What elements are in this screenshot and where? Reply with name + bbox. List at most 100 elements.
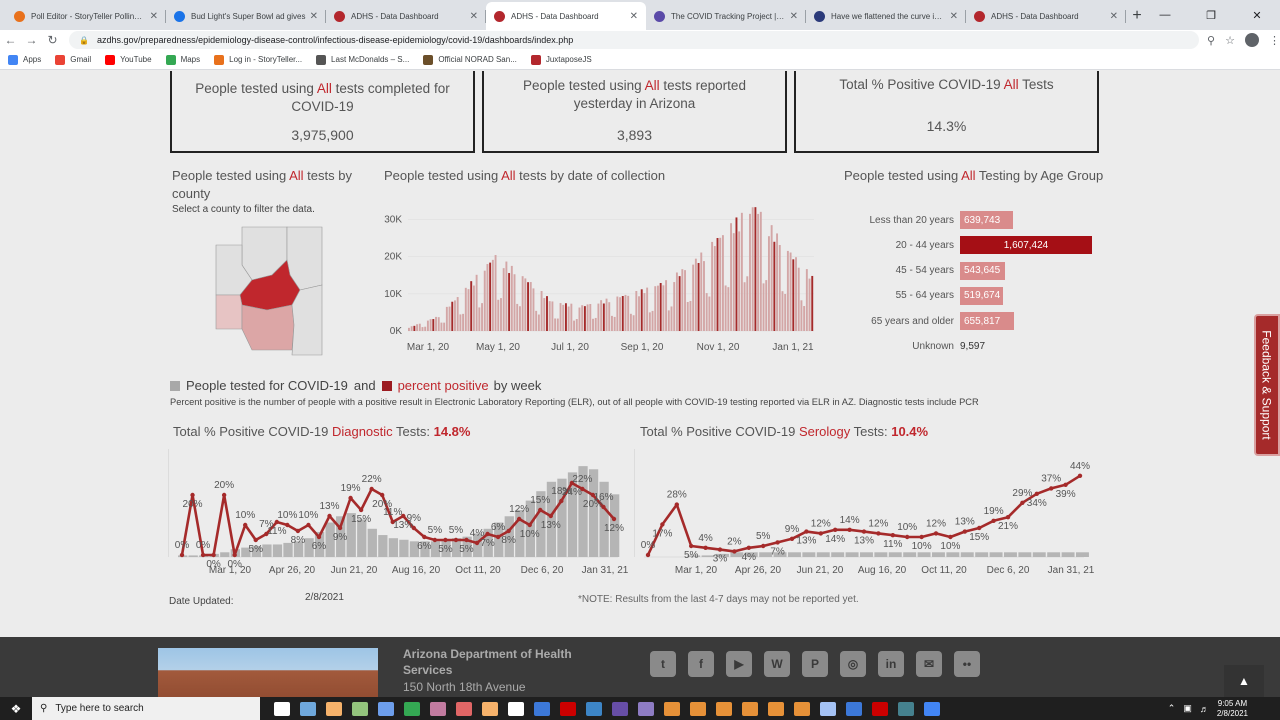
bookmark-item[interactable]: YouTube [105,54,152,65]
restore-icon[interactable]: ❐ [1206,9,1216,22]
percent-point[interactable] [243,522,248,528]
bookmark-item[interactable]: Log in - StoryTeller... [214,54,302,65]
percent-point[interactable] [369,486,374,492]
percent-point[interactable] [611,516,617,522]
percent-point[interactable] [379,492,385,498]
taskbar-app-icon[interactable] [768,701,784,716]
percent-point[interactable] [316,534,322,540]
percent-point[interactable] [285,522,290,528]
browser-tab[interactable]: Poll Editor - StoryTeller Polling Ap ✕ [6,2,166,30]
browser-tab[interactable]: ADHS - Data Dashboard ✕ [966,2,1126,30]
percent-point[interactable] [1034,491,1039,496]
taskbar-app-icon[interactable] [612,701,628,716]
percent-point[interactable] [789,536,795,541]
percent-point[interactable] [337,525,343,531]
back-icon[interactable]: ← [4,33,17,47]
forward-icon[interactable]: → [25,33,38,47]
percent-point[interactable] [818,531,823,536]
percent-point[interactable] [1077,473,1083,478]
tab-close-icon[interactable]: ✕ [309,10,318,22]
star-icon[interactable]: ☆ [1225,34,1235,47]
pinterest-icon[interactable]: P [802,651,828,677]
twitter-icon[interactable]: t [650,651,676,677]
percent-point[interactable] [474,540,480,546]
percent-point[interactable] [732,549,737,554]
age-row[interactable]: Less than 20 years 639,743 [840,211,1013,229]
percent-point[interactable] [348,495,353,501]
percent-point[interactable] [717,547,723,552]
wordpress-icon[interactable]: W [764,651,790,677]
taskbar-app-icon[interactable] [690,701,706,716]
taskbar-app-icon[interactable] [794,701,810,716]
taskbar-app-icon[interactable] [872,701,888,716]
minimize-icon[interactable]: — [1159,9,1171,21]
taskbar-app-icon[interactable] [924,701,940,716]
taskbar-app-icon[interactable] [716,701,732,716]
percent-point[interactable] [569,480,575,486]
taskbar-app-icon[interactable] [664,701,680,716]
taskbar-app-icon[interactable] [898,701,914,716]
taskbar-app-icon[interactable] [378,701,394,716]
percent-point[interactable] [580,486,585,492]
tab-close-icon[interactable]: ✕ [469,10,478,22]
browser-tab[interactable]: Have we flattened the curve in th ✕ [806,2,966,30]
bookmark-item[interactable]: Gmail [55,54,91,65]
percent-point[interactable] [401,513,406,519]
percent-point[interactable] [890,533,895,538]
percent-point[interactable] [295,528,301,534]
daily-tests-chart[interactable]: 30K 20K 10K 0K Mar 1, 20 May 1, 20 Jul 1, 20 Se… [374,191,834,361]
percent-point[interactable] [485,531,490,537]
percent-point[interactable] [538,507,543,513]
taskbar-app-icon[interactable] [456,701,472,716]
tray-chevron-icon[interactable]: ⌃ [1167,703,1176,713]
tab-close-icon[interactable]: ✕ [789,10,798,22]
tab-close-icon[interactable]: ✕ [149,10,158,22]
menu-icon[interactable]: ⋮ [1268,34,1280,47]
percent-point[interactable] [264,531,269,537]
county-yuma[interactable] [215,294,243,330]
percent-point[interactable] [1063,482,1068,487]
bookmark-item[interactable]: Apps [8,54,41,65]
serology-weekly-chart[interactable]: 0%17%28%5%4%3%2%4%5%7%9%13%12%14%14%13%1… [634,449,1100,585]
percent-point[interactable] [775,540,780,545]
taskbar-app-icon[interactable] [508,701,524,716]
taskbar-app-icon[interactable] [430,701,446,716]
percent-point[interactable] [962,529,967,534]
percent-point[interactable] [876,531,881,536]
taskbar-app-icon[interactable] [482,701,498,716]
age-row[interactable]: 65 years and older 655,817 [840,312,1014,331]
taskbar-app-icon[interactable] [300,701,316,716]
age-row[interactable]: Unknown 9,597 [840,338,985,356]
percent-point[interactable] [559,498,564,504]
diagnostic-weekly-chart[interactable]: 0%20%0%0%20%0%10%5%7%11%10%8%10%6%13%9%1… [168,449,634,585]
profile-avatar[interactable] [1244,33,1259,47]
percent-point[interactable] [527,522,532,528]
percent-point[interactable] [274,519,280,525]
browser-tab[interactable]: Bud Light's Super Bowl ad gives ✕ [166,2,326,30]
reload-icon[interactable]: ↻ [47,33,58,47]
scroll-to-top-button[interactable]: ▲ [1224,665,1264,697]
percent-point[interactable] [689,543,694,549]
bookmark-item[interactable]: Maps [165,54,200,65]
percent-point[interactable] [804,529,809,534]
linkedin-icon[interactable]: in [878,651,904,677]
percent-point[interactable] [1049,486,1054,491]
flickr-icon[interactable]: •• [954,651,980,677]
percent-point[interactable] [327,513,332,519]
age-row[interactable]: 55 - 64 years 519,674 [840,286,1003,305]
taskbar-app-icon[interactable] [352,701,368,716]
percent-point[interactable] [179,552,185,558]
percent-point[interactable] [306,522,311,528]
percent-point[interactable] [495,534,501,540]
county-cochise[interactable] [291,284,323,356]
taskbar-app-icon[interactable] [638,701,654,716]
taskbar-app-icon[interactable] [742,701,758,716]
network-icon[interactable]: ▣ [1183,703,1192,713]
percent-point[interactable] [221,492,227,498]
percent-point[interactable] [432,537,438,543]
percent-point[interactable] [948,534,953,540]
percent-point[interactable] [761,543,766,549]
percent-point[interactable] [601,504,606,510]
percent-point[interactable] [590,492,596,498]
percent-point[interactable] [861,529,867,534]
